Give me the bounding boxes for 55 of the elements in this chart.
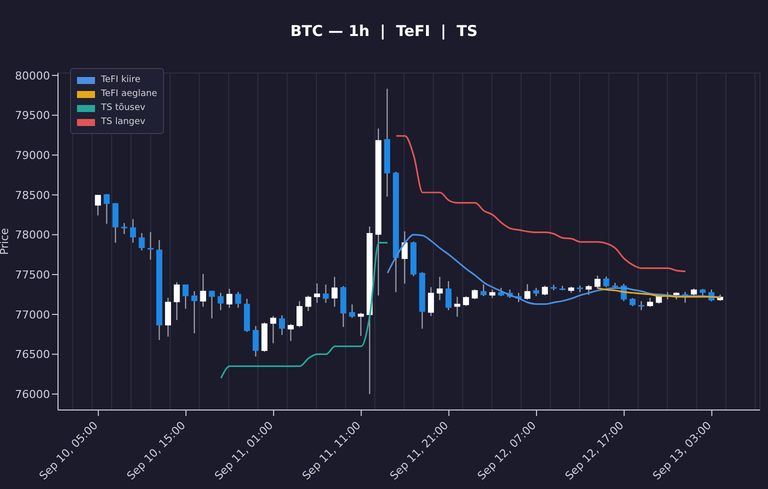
y-axis-title: Price <box>0 228 11 255</box>
candlestick <box>647 297 654 308</box>
candlestick <box>148 232 154 260</box>
chart-title: BTC — 1h | TeFI | TS <box>289 22 479 40</box>
candlestick <box>305 295 312 312</box>
y-tick-label: 76500 <box>15 348 50 362</box>
candlestick <box>296 300 303 328</box>
candlestick <box>94 194 101 216</box>
candlestick <box>104 193 110 224</box>
y-tick-label: 79500 <box>15 109 50 122</box>
candlestick <box>436 276 443 301</box>
candlestick <box>542 285 548 296</box>
candlestick <box>174 282 180 321</box>
candlestick <box>445 280 452 311</box>
candlestick <box>322 284 329 304</box>
y-tick-label: 78000 <box>15 228 50 242</box>
y-tick-label: 77000 <box>15 308 50 322</box>
y-tick-label: 79000 <box>15 148 50 162</box>
legend-label: TS langev <box>101 117 146 127</box>
legend-label: TS tõusev <box>101 103 146 113</box>
y-tick-label: 80000 <box>15 69 50 82</box>
candlestick <box>270 315 276 344</box>
y-tick-label: 78500 <box>15 188 50 202</box>
candlestick <box>603 276 610 288</box>
candlestick <box>200 273 206 308</box>
candlestick <box>208 290 215 319</box>
candlestick <box>218 292 224 311</box>
candlestick <box>314 282 320 304</box>
candlestick <box>138 232 145 251</box>
y-tick-label: 77500 <box>15 268 50 282</box>
line-series <box>395 135 686 272</box>
legend-label: TeFI aeglane <box>101 89 158 99</box>
candlestick <box>586 284 592 296</box>
candlestick <box>428 286 434 317</box>
candlestick <box>332 276 338 308</box>
candlestick <box>165 297 172 338</box>
candlestick <box>130 218 136 244</box>
candlestick <box>191 290 198 334</box>
candlestick <box>288 323 294 342</box>
candlestick <box>638 300 644 311</box>
candlestick <box>524 284 530 300</box>
y-tick-label: 76000 <box>15 388 50 401</box>
candlestick <box>463 296 470 307</box>
candlestick <box>349 304 356 318</box>
candlestick <box>252 325 259 358</box>
candlestick <box>278 314 285 336</box>
candlestick <box>182 284 189 310</box>
candlestick <box>472 288 478 300</box>
candlestick <box>594 275 600 290</box>
legend-label: TeFI kiire <box>101 75 140 85</box>
line-series <box>220 242 388 379</box>
candlestick <box>121 222 128 235</box>
candlestick <box>480 284 487 297</box>
candlestick <box>226 288 232 308</box>
candlestick <box>235 291 242 308</box>
